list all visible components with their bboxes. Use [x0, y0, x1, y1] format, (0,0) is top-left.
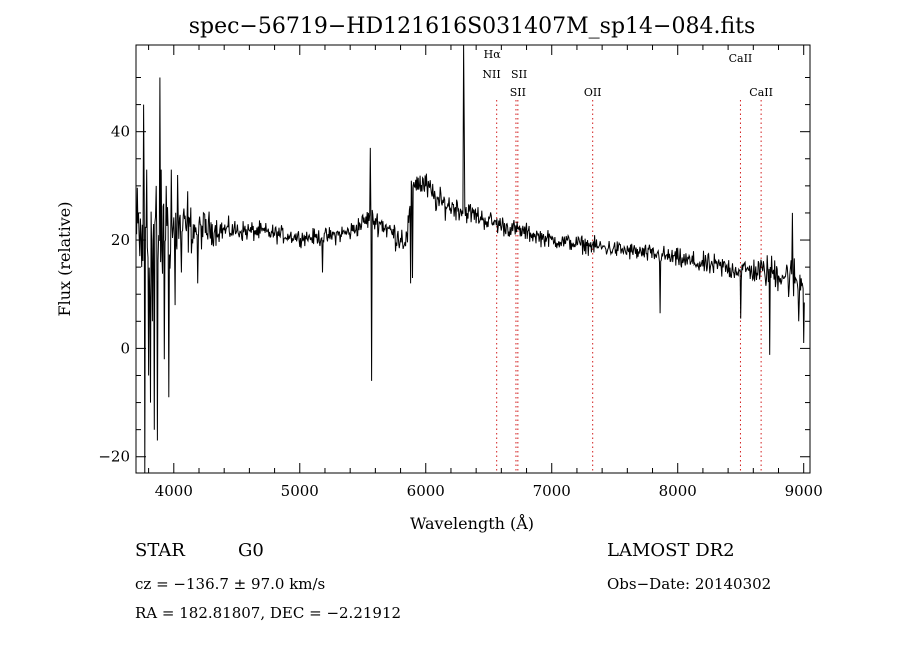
coordinates: RA = 182.81807, DEC = −2.21912	[135, 604, 402, 622]
spectral-line-label: CaII	[729, 52, 753, 65]
spectral-line-label: SII	[511, 68, 527, 81]
x-axis-label: Wavelength (Å)	[410, 513, 534, 533]
observation-date: Obs−Date: 20140302	[607, 575, 772, 593]
y-tick-label: 20	[111, 231, 130, 249]
y-tick-label: −20	[98, 448, 130, 466]
redshift-velocity: cz = −136.7 ± 97.0 km/s	[135, 575, 326, 593]
survey-name: LAMOST DR2	[607, 540, 735, 561]
spectrum-flux-line	[136, 45, 805, 473]
spectral-line-label: Hα	[484, 48, 502, 61]
x-tick-label: 9000	[785, 482, 823, 500]
y-tick-label: 0	[120, 339, 130, 357]
spectrum-chart: spec−56719−HD121616S031407M_sp14−084.fit…	[55, 14, 823, 533]
x-tick-label: 4000	[155, 482, 193, 500]
spectral-line-label: CaII	[749, 86, 773, 99]
spectral-line-label: SII	[510, 86, 526, 99]
x-tick-label: 5000	[281, 482, 319, 500]
x-tick-label: 7000	[533, 482, 571, 500]
object-subclass: G0	[238, 540, 264, 561]
y-tick-label: 40	[111, 123, 130, 141]
plot-area: 4000 5000 6000 7000 8000 9000 −20 0 20 40 Hα NII SII…	[98, 44, 823, 500]
plot-frame	[135, 44, 811, 474]
spectral-line-label: OII	[584, 86, 602, 99]
chart-title: spec−56719−HD121616S031407M_sp14−084.fit…	[189, 14, 756, 39]
x-tick-label: 8000	[659, 482, 697, 500]
y-axis-label: Flux (relative)	[55, 202, 74, 317]
spectral-line-label: NII	[482, 68, 500, 81]
x-tick-label: 6000	[407, 482, 445, 500]
object-class: STAR	[135, 540, 185, 561]
